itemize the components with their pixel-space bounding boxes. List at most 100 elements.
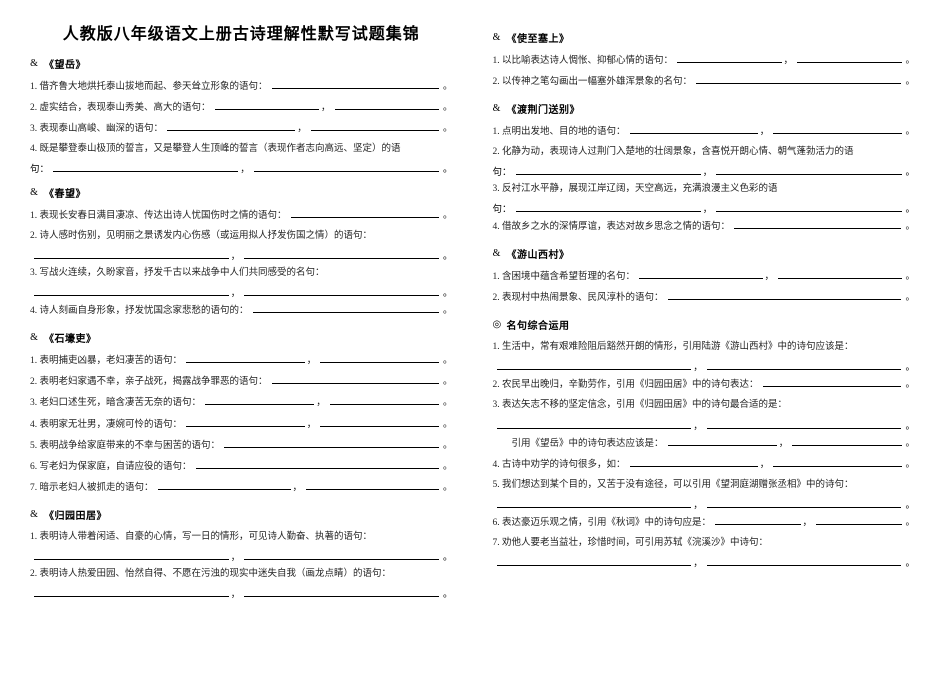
question-text: 引用《望岳》中的诗句表达应该是： [493,435,664,453]
section-marker-icon: & [30,332,38,343]
continuation-text: 句： [30,161,49,175]
answer-blank [516,163,701,175]
question-text: 4. 表明家无壮男，凄婉可怜的语句： [30,416,182,434]
separator: ， [231,285,241,299]
answer-blank [797,51,901,63]
question-line: 1. 表明诗人带着闲适、自豪的心情，写一日的情形，可见诗人勤奋、执著的语句： [30,528,453,546]
continuation-text: 句： [493,201,512,215]
section-header: &《石壕吏》 [30,330,453,345]
question-line: 4. 诗人刻画自身形象，抒发忧国念家悲愁的语句的：。 [30,301,453,320]
section-marker-icon: & [30,58,38,69]
line-tail: 。 [443,394,453,412]
question-line: 6. 表达豪迈乐观之情，引用《秋词》中的诗句应是： ， 。 [493,513,916,532]
question-text: 2. 虚实结合，表现泰山秀美、高大的语句： [30,99,211,117]
separator: ， [784,52,794,70]
continuation-line: ，。 [30,284,453,299]
section-marker-icon: & [493,248,501,259]
continuation-line: ，。 [493,554,916,569]
continuation-line: ，。 [30,585,453,600]
answer-blank [53,160,238,172]
separator: ， [693,555,703,569]
question-text: 3. 写战火连续，久盼家音，抒发千古以来战争中人们共同感受的名句： [30,264,325,282]
question-text: 1. 表明捕吏凶暴，老妇凄苦的语句： [30,352,182,370]
answer-blank [497,554,692,566]
line-tail: 。 [443,352,453,370]
line-tail: 。 [443,416,453,434]
answer-blank [205,393,314,405]
section-title: 《春望》 [44,185,86,200]
line-tail: 。 [906,268,916,286]
answer-blank [158,478,291,490]
answer-blank [716,163,901,175]
answer-blank [716,200,901,212]
line-tail: 。 [906,201,916,215]
separator: ， [307,416,317,434]
question-text: 3. 反衬江水平静，展现江岸辽阔，天空高远，充满浪漫主义色彩的语 [493,180,778,198]
separator: ， [693,359,703,373]
answer-blank [707,417,902,429]
section-header: &《望岳》 [30,56,453,71]
question-text: 2. 以传神之笔勾画出一幅塞外雄浑景象的名句： [493,73,693,91]
answer-blank [244,284,439,296]
answer-blank [272,372,439,384]
question-line: 7. 劝他人要老当益壮，珍惜时间，可引用苏轼《浣溪沙》中诗句： [493,534,916,552]
question-text: 2. 表现村中热闹景象、民风淳朴的语句： [493,289,664,307]
answer-blank [816,513,901,525]
separator: ， [231,586,241,600]
continuation-line: ，。 [30,548,453,563]
separator: ， [693,497,703,511]
answer-blank [34,548,229,560]
question-line: 3. 写战火连续，久盼家音，抒发千古以来战争中人们共同感受的名句： [30,264,453,282]
section-marker-icon: & [30,187,38,198]
section-title: 《归园田居》 [44,507,107,522]
line-tail: 。 [905,497,915,511]
question-text: 3. 老妇口述生死，暗含凄苦无奈的语句： [30,394,201,412]
answer-blank [734,217,901,229]
line-tail: 。 [906,52,916,70]
answer-blank [497,496,692,508]
page-title: 人教版八年级语文上册古诗理解性默写试题集锦 [30,20,453,44]
line-tail: 。 [905,418,915,432]
section-header: &《游山西村》 [493,246,916,261]
question-line: 3. 表现泰山高峻、幽深的语句：，。 [30,119,453,138]
answer-blank [707,358,902,370]
separator: ， [803,514,813,532]
section-marker-icon: & [493,103,501,114]
section-marker-icon: & [493,32,501,43]
answer-blank [34,585,229,597]
line-tail: 。 [906,435,916,453]
answer-blank [253,301,439,313]
separator: ， [316,394,326,412]
question-line: 1. 表现长安春日满目凄凉、传达出诗人忧国伤时之情的语句： 。 [30,206,453,225]
section-header: ◎名句综合运用 [493,317,916,332]
line-tail: 。 [443,458,453,476]
question-line: 2. 虚实结合，表现泰山秀美、高大的语句：，。 [30,98,453,117]
line-tail: 。 [443,161,453,175]
section-marker-icon: & [30,509,38,520]
line-tail: 。 [443,207,453,225]
answer-blank [707,496,902,508]
separator: ， [293,479,303,497]
question-line: 5. 我们想达到某个目的，又苦于没有途径，可以引用《望洞庭湖赠张丞相》中的诗句： [493,476,916,494]
question-line: 6. 写老妇为保家庭，自请应役的语句：。 [30,457,453,476]
line-tail: 。 [443,373,453,391]
question-text: 6. 表达豪迈乐观之情，引用《秋词》中的诗句应是： [493,514,712,532]
right-content: &《使至塞上》1. 以比喻表达诗人惆怅、抑郁心情的语句：，。2. 以传神之笔勾画… [493,20,916,571]
question-text: 4. 诗人刻画自身形象，抒发忧国念家悲愁的语句的： [30,302,249,320]
answer-blank [320,415,439,427]
line-tail: 。 [906,514,916,532]
answer-blank [215,98,319,110]
right-column: &《使至塞上》1. 以比喻表达诗人惆怅、抑郁心情的语句：，。2. 以传神之笔勾画… [493,20,916,656]
left-content: &《望岳》1. 借齐鲁大地烘托泰山拔地而起、参天耸立形象的语句：。2. 虚实结合… [30,56,453,602]
answer-blank [244,247,439,259]
question-text: 4. 借故乡之水的深情厚谊，表达对故乡思念之情的语句： [493,218,731,236]
question-line: 5. 表明战争给家庭带来的不幸与困苦的语句：。 [30,436,453,455]
question-text: 1. 含困境中蕴含希望哲理的名句： [493,268,636,286]
continuation-line: ，。 [493,417,916,432]
question-line: 引用《望岳》中的诗句表达应该是：，。 [493,434,916,453]
continuation-line: ，。 [493,358,916,373]
question-line: 2. 农民早出晚归，辛勤劳作，引用《归园田居》中的诗句表达：。 [493,375,916,394]
answer-blank [773,122,901,134]
answer-blank [244,585,439,597]
question-text: 1. 表现长安春日满目凄凉、传达出诗人忧国伤时之情的语句： [30,207,287,225]
